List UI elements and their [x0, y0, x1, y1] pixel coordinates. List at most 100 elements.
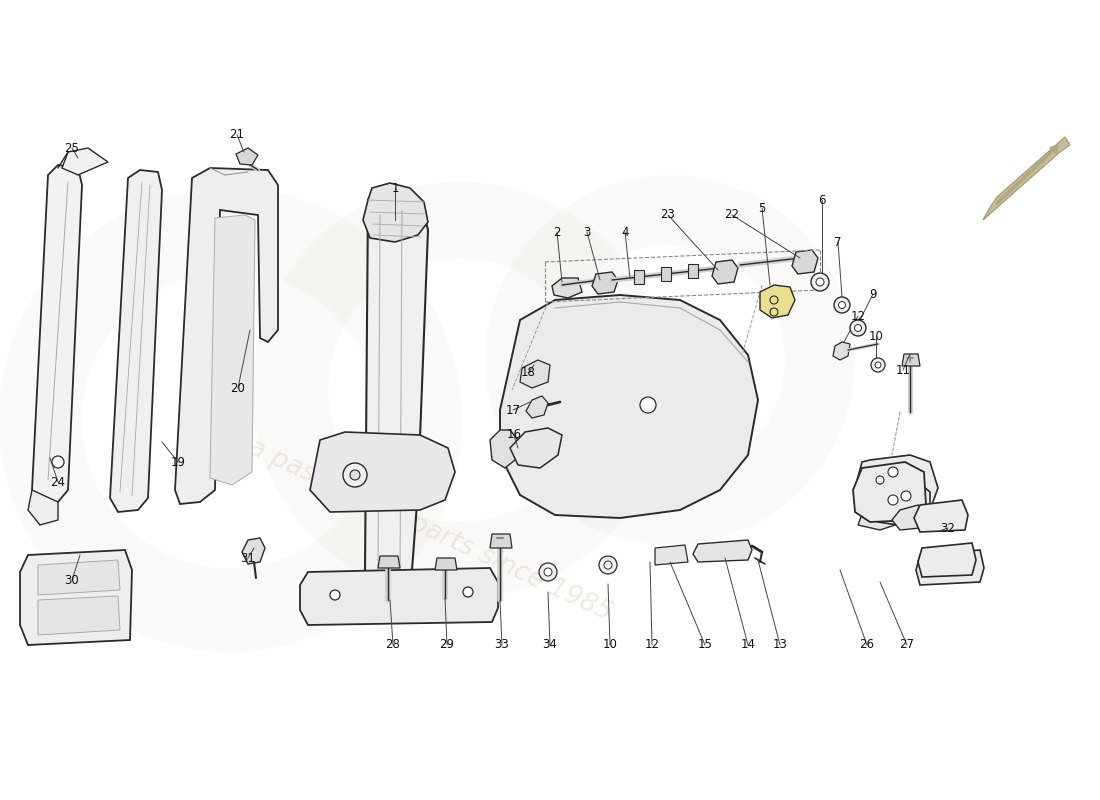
Polygon shape	[792, 250, 818, 274]
Text: 12: 12	[645, 638, 660, 651]
Circle shape	[539, 563, 557, 581]
Polygon shape	[892, 505, 925, 530]
Circle shape	[604, 561, 612, 569]
Text: 11: 11	[895, 363, 911, 377]
Circle shape	[350, 470, 360, 480]
Polygon shape	[500, 295, 758, 518]
Circle shape	[343, 463, 367, 487]
Text: 13: 13	[772, 638, 788, 651]
Circle shape	[816, 278, 824, 286]
Circle shape	[600, 556, 617, 574]
Polygon shape	[39, 596, 120, 635]
Text: 26: 26	[859, 638, 874, 651]
Polygon shape	[310, 432, 455, 512]
Circle shape	[640, 397, 656, 413]
Polygon shape	[866, 482, 930, 528]
Polygon shape	[39, 560, 120, 595]
Text: 22: 22	[725, 209, 739, 222]
Polygon shape	[634, 270, 643, 284]
Polygon shape	[983, 137, 1070, 220]
Polygon shape	[760, 285, 795, 318]
Circle shape	[850, 320, 866, 336]
Text: 27: 27	[900, 638, 914, 651]
Polygon shape	[242, 538, 265, 564]
Polygon shape	[20, 550, 132, 645]
Text: 32: 32	[940, 522, 956, 534]
Text: 21: 21	[230, 129, 244, 142]
Polygon shape	[712, 260, 738, 284]
Text: 10: 10	[869, 330, 883, 342]
Circle shape	[874, 362, 881, 368]
Text: 30: 30	[65, 574, 79, 586]
Polygon shape	[552, 278, 582, 298]
Text: 33: 33	[495, 638, 509, 651]
Polygon shape	[210, 215, 255, 485]
Circle shape	[811, 273, 829, 291]
Polygon shape	[28, 490, 58, 525]
Circle shape	[871, 358, 886, 372]
Polygon shape	[918, 543, 976, 577]
Text: 10: 10	[603, 638, 617, 651]
Polygon shape	[365, 185, 428, 582]
Text: 1: 1	[392, 182, 398, 194]
Text: 4: 4	[621, 226, 629, 238]
Circle shape	[876, 476, 884, 484]
Text: 18: 18	[520, 366, 536, 379]
Text: 23: 23	[661, 209, 675, 222]
Text: 12: 12	[850, 310, 866, 322]
Polygon shape	[110, 170, 162, 512]
Polygon shape	[852, 462, 926, 522]
Text: 19: 19	[170, 455, 186, 469]
Polygon shape	[490, 430, 518, 468]
Polygon shape	[62, 148, 108, 175]
Polygon shape	[490, 534, 512, 548]
Circle shape	[770, 308, 778, 316]
Polygon shape	[363, 183, 428, 242]
Polygon shape	[526, 396, 548, 418]
Polygon shape	[300, 568, 498, 625]
Circle shape	[888, 495, 898, 505]
Text: 29: 29	[440, 638, 454, 651]
Text: 14: 14	[740, 638, 756, 651]
Circle shape	[770, 296, 778, 304]
Polygon shape	[378, 556, 400, 568]
Circle shape	[544, 568, 552, 576]
Polygon shape	[688, 264, 698, 278]
Text: 15: 15	[697, 638, 713, 651]
Text: 9: 9	[869, 287, 877, 301]
Polygon shape	[693, 540, 752, 562]
Text: 3: 3	[583, 226, 591, 238]
Text: 7: 7	[834, 235, 842, 249]
Text: 34: 34	[542, 638, 558, 651]
Circle shape	[855, 325, 861, 331]
Text: 20: 20	[231, 382, 245, 394]
Circle shape	[834, 297, 850, 313]
Text: 5: 5	[758, 202, 766, 214]
Polygon shape	[175, 168, 278, 504]
Circle shape	[330, 590, 340, 600]
Polygon shape	[661, 267, 671, 281]
Text: 2: 2	[553, 226, 561, 238]
Polygon shape	[914, 500, 968, 532]
Text: 25: 25	[65, 142, 79, 154]
Text: 31: 31	[241, 551, 255, 565]
Polygon shape	[902, 354, 920, 366]
Text: 17: 17	[506, 403, 520, 417]
Text: a passion for parts since 1985: a passion for parts since 1985	[244, 434, 616, 626]
Polygon shape	[510, 428, 562, 468]
Text: 6: 6	[818, 194, 826, 206]
Polygon shape	[434, 558, 456, 570]
Circle shape	[463, 587, 473, 597]
Polygon shape	[916, 550, 984, 585]
Text: 24: 24	[51, 475, 66, 489]
Text: 28: 28	[386, 638, 400, 651]
Polygon shape	[858, 500, 895, 530]
Circle shape	[52, 456, 64, 468]
Polygon shape	[654, 545, 688, 565]
Polygon shape	[855, 455, 938, 518]
Circle shape	[838, 302, 846, 309]
Text: 16: 16	[506, 429, 521, 442]
Polygon shape	[833, 342, 850, 360]
Circle shape	[901, 491, 911, 501]
Polygon shape	[592, 272, 618, 294]
